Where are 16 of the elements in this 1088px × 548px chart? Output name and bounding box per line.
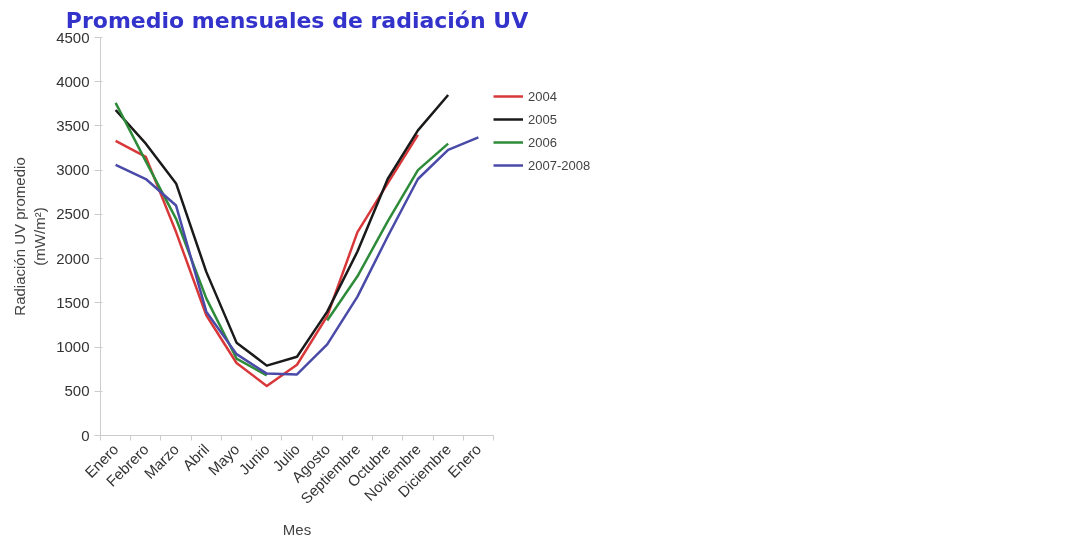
y-tick-label: 0 — [81, 426, 90, 444]
y-tick-label: 2500 — [56, 205, 90, 223]
y-tick-label: 2000 — [56, 249, 90, 267]
y-tick-label: 3000 — [56, 161, 90, 179]
line-series — [114, 136, 480, 376]
legend-label: 2005 — [528, 111, 557, 127]
y-tick-label: 4000 — [56, 72, 90, 90]
y-tick-label: 3500 — [56, 116, 90, 134]
x-axis-title: Mes — [282, 520, 312, 538]
y-tick-label: 1500 — [56, 293, 90, 311]
legend-label: 2006 — [528, 134, 557, 150]
legend-label: 2004 — [528, 88, 557, 104]
y-axis-title: Radiación UV promedio (mW/m²) — [10, 157, 49, 316]
y-tick-label: 1000 — [56, 338, 90, 356]
legend-label: 2007-2008 — [528, 157, 591, 173]
y-tick-label: 500 — [64, 382, 90, 400]
